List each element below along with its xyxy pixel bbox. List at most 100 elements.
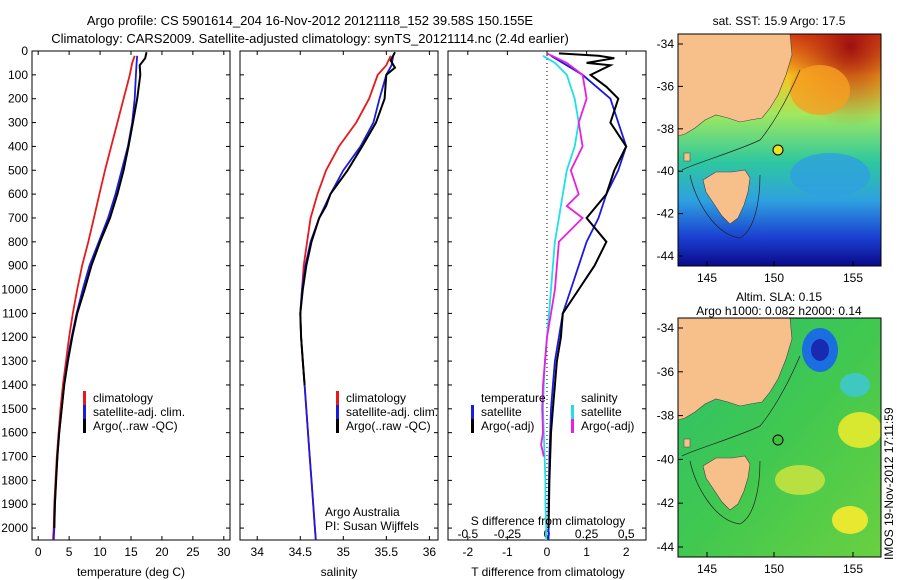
t-difference-x-axis-label: T difference from climatology [471, 565, 625, 579]
depth-tick-label: 800 [8, 235, 28, 249]
salinity-x-axis-label: salinity [321, 565, 358, 579]
lat-tick-label: -40 [657, 452, 675, 466]
legend-label-t-satellite: satellite [481, 405, 522, 419]
sla-map: Altim. SLA: 0.15 Argo h1000: 0.082 h2000… [657, 290, 882, 576]
depth-tick-label: 600 [8, 187, 28, 201]
lat-tick-label: -38 [657, 122, 675, 136]
x-tick-label: 15 [124, 545, 138, 559]
series-line-argo-raw-qc [299, 51, 397, 386]
legend-label-satellite: satellite-adj. clim. [346, 405, 438, 419]
sla-lon-labels: 145 150 155 [697, 552, 863, 576]
depth-tick-label: 100 [8, 68, 28, 82]
depth-tick-label: 400 [8, 139, 28, 153]
sla-map-title1: Altim. SLA: 0.15 [736, 290, 822, 304]
depth-tick-label: 1700 [1, 450, 28, 464]
sst-map: sat. SST: 15.9 Argo: 17.5 -34 -36 -38 -40 -4… [657, 14, 882, 285]
x-tick-label: 34.5 [289, 545, 313, 559]
lat-tick-label: -42 [657, 207, 675, 221]
legend-title-salinity: salinity [581, 391, 618, 405]
legend-label-argo: Argo(..raw -QC) [346, 419, 431, 433]
tasmania [702, 169, 751, 225]
legend-swatch-t-satellite [471, 405, 474, 419]
s-difference-tick-labels: -0.5 -0.25 0 0.25 0.5 [457, 527, 634, 541]
legend-swatch-s-satellite [571, 405, 574, 419]
t-difference-tick-labels: -2 -1 0 1 2 [462, 51, 630, 559]
series-line-argo-raw-qc [53, 51, 148, 529]
s-difference-label: S difference from climatology [471, 514, 626, 528]
legend-label-s-argo: Argo(-adj) [581, 419, 634, 433]
depth-tick-label: 1000 [1, 283, 28, 297]
difference-legend: temperature satellite Argo(-adj) salinit… [471, 391, 634, 433]
x-tick-label: 20 [155, 545, 169, 559]
depth-tick-label: 1500 [1, 402, 28, 416]
legend-title-temperature: temperature [481, 391, 546, 405]
temperature-tick-labels: 0 5 10 15 20 25 30 [35, 51, 231, 559]
lon-tick-label: 150 [764, 562, 784, 576]
tasmania [702, 455, 751, 511]
figure-title-line1: Argo profile: CS 5901614_204 16-Nov-2012… [87, 13, 534, 28]
legend-swatch-argo [336, 419, 339, 433]
depth-tick-label: 500 [8, 163, 28, 177]
depth-tick-label: 1300 [1, 354, 28, 368]
king-island [683, 152, 691, 162]
s-tick-label: -0.5 [457, 527, 478, 541]
lat-tick-label: -44 [657, 540, 675, 554]
argo-float-marker [772, 144, 784, 156]
sla-low-eddy-core [811, 339, 829, 361]
depth-tick-label: 1600 [1, 426, 28, 440]
lon-tick-label: 155 [843, 562, 863, 576]
sst-map-frame [677, 33, 882, 267]
s-tick-label: -0.25 [494, 527, 522, 541]
legend-label-argo: Argo(..raw -QC) [93, 419, 178, 433]
figure-title-line2: Climatology: CARS2009. Satellite-adjuste… [51, 31, 569, 46]
sst-warm-patch [790, 65, 850, 115]
sst-lat-labels: -34 -36 -38 -40 -42 -44 [657, 37, 683, 263]
lon-tick-label: 145 [697, 271, 717, 285]
x-tick-label: 35 [337, 545, 351, 559]
legend-swatch-t-argo [471, 419, 474, 433]
difference-series-lines [540, 52, 628, 540]
x-tick-label: 34 [251, 545, 265, 559]
legend-swatch-climatology [336, 391, 339, 405]
shelf-contour [681, 69, 801, 239]
x-tick-label: 36 [423, 545, 437, 559]
x-tick-label: 0 [544, 545, 551, 559]
sla-lat-labels: -34 -36 -38 -40 -42 -44 [657, 321, 683, 554]
sla-high-patch-3 [832, 506, 868, 534]
sst-lon-labels: 145 150 155 [697, 261, 863, 285]
depth-tick-label: 200 [8, 92, 28, 106]
depth-tick-label: 300 [8, 116, 28, 130]
s-tick-label: 0.25 [575, 527, 599, 541]
temperature-profile-chart: 0100200300400500600700800900100011001200… [1, 44, 231, 579]
x-tick-label: 2 [623, 545, 630, 559]
depth-tick-label: 700 [8, 211, 28, 225]
lat-tick-label: -42 [657, 496, 675, 510]
legend-swatch-satellite [83, 405, 86, 419]
lon-tick-label: 150 [764, 271, 784, 285]
x-tick-label: 25 [186, 545, 200, 559]
salinity-profile-chart: 34 34.5 35 35.5 36 salinity climatology sate… [239, 50, 439, 579]
sla-map-title2: Argo h1000: 0.082 h2000: 0.14 [696, 304, 862, 318]
legend-label-climatology: climatology [93, 391, 153, 405]
salinity-plot-frame [239, 50, 439, 541]
imos-timestamp-label: IMOS 19-Nov-2012 17:11:59 [882, 407, 896, 560]
legend-swatch-climatology [83, 391, 86, 405]
salinity-tick-labels: 34 34.5 35 35.5 36 [251, 51, 437, 559]
depth-tick-label: 1900 [1, 497, 28, 511]
shelf-contour [681, 355, 801, 525]
lat-tick-label: -34 [657, 321, 675, 335]
salinity-legend: climatology satellite-adj. clim. Argo(..… [336, 391, 438, 433]
lon-tick-label: 145 [697, 562, 717, 576]
legend-swatch-s-argo [571, 419, 574, 433]
argo-float-marker [772, 434, 784, 446]
annotation-pi: PI: Susan Wijffels [325, 519, 419, 533]
mainland-australia [678, 318, 793, 421]
temperature-series-lines [52, 51, 148, 541]
s-tick-label: 0 [544, 527, 551, 541]
lat-tick-label: -38 [657, 409, 675, 423]
x-tick-label: 1 [583, 545, 590, 559]
x-tick-label: 10 [93, 545, 107, 559]
depth-tick-label: 0 [21, 44, 28, 58]
lat-tick-label: -36 [657, 365, 675, 379]
